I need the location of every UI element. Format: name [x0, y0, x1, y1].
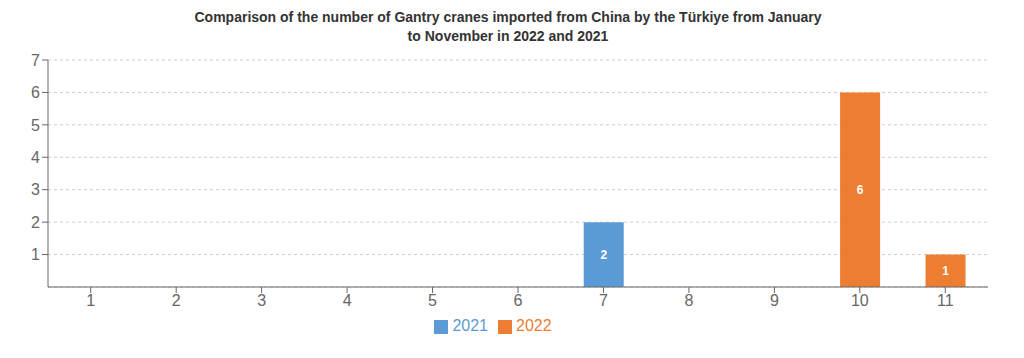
svg-text:3: 3 [257, 292, 266, 309]
html-text:2021: 2021 [452, 317, 488, 334]
svg-text:5: 5 [428, 292, 437, 309]
svg-text:1: 1 [86, 292, 95, 309]
html-text:to November in 2022 and 2021: to November in 2022 and 2021 [407, 28, 609, 44]
svg-text:11: 11 [937, 292, 954, 309]
html-text:Comparison of the number of Ga: Comparison of the number of Gantry crane… [194, 9, 822, 25]
svg-text:4: 4 [343, 292, 352, 309]
svg-text:2: 2 [172, 292, 181, 309]
svg-text:8: 8 [684, 292, 693, 309]
svg-text:6: 6 [31, 84, 40, 101]
svg-text:3: 3 [31, 181, 40, 198]
svg-text:6: 6 [514, 292, 523, 309]
svg-text:7: 7 [599, 292, 608, 309]
svg-text:5: 5 [31, 117, 40, 134]
svg-text:7: 7 [31, 52, 40, 69]
svg-text:4: 4 [31, 149, 40, 166]
svg-text:1: 1 [31, 246, 40, 263]
svg-text:1: 1 [942, 264, 949, 278]
html-text:2022: 2022 [516, 317, 552, 334]
svg-text:2: 2 [31, 214, 40, 231]
svg-text:10: 10 [851, 292, 869, 309]
svg-text:6: 6 [857, 183, 864, 197]
svg-text:2: 2 [600, 248, 607, 262]
svg-text:9: 9 [770, 292, 779, 309]
